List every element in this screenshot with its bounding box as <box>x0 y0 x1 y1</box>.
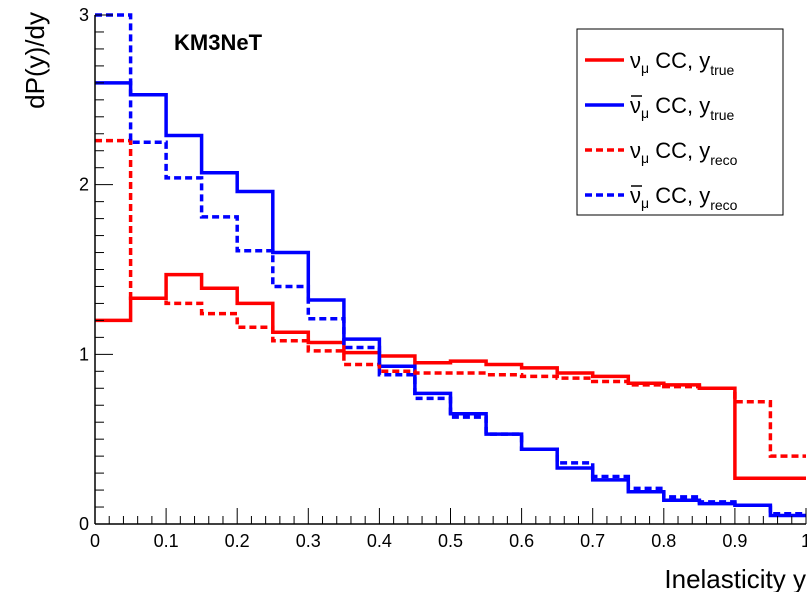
legend-label-0: νμ CC, ytrue <box>630 48 735 78</box>
x-tick-label: 1 <box>801 531 807 551</box>
x-axis-title: Inelasticity y <box>664 564 806 592</box>
series-3-line <box>95 13 806 516</box>
legend-sub-flavor: μ <box>641 105 649 121</box>
experiment-label: KM3NeT <box>174 30 263 55</box>
y-axis-title: dP(y)/dy <box>20 12 50 109</box>
legend-text-mid: CC, y <box>649 183 710 208</box>
legend-text-mid: CC, y <box>649 138 710 163</box>
series-1-line <box>95 81 806 518</box>
y-tick-label: 1 <box>79 344 89 364</box>
series-2-line <box>95 138 806 458</box>
x-tick-label: 0.2 <box>225 531 250 551</box>
legend-text-mid: CC, y <box>649 93 710 118</box>
legend-symbol: ν <box>630 93 641 118</box>
legend-sub-flavor: μ <box>641 150 649 166</box>
legend-symbol: ν <box>630 183 641 208</box>
legend-sub-kind: true <box>710 107 734 123</box>
x-tick-label: 0.6 <box>509 531 534 551</box>
legend-sub-kind: reco <box>710 197 737 213</box>
x-tick-label: 0.3 <box>296 531 321 551</box>
legend-sub-flavor: μ <box>641 60 649 76</box>
x-tick-label: 0.4 <box>367 531 392 551</box>
y-tick-label: 2 <box>79 175 89 195</box>
x-tick-label: 0.1 <box>154 531 179 551</box>
legend-sub-kind: true <box>710 62 734 78</box>
legend-symbol: ν <box>630 138 641 163</box>
y-tick-label: 0 <box>79 514 89 534</box>
axes-layer: 0 0.1 0.2 0.3 0.4 0.5 0.6 0.7 0.8 0.9 1 0 1 2 3 <box>79 5 807 551</box>
legend-symbol: ν <box>630 48 641 73</box>
legend-label-3: νμ CC, yreco <box>630 183 738 213</box>
legend-sub-flavor: μ <box>641 195 649 211</box>
series-0-line <box>95 272 806 480</box>
legend-text-mid: CC, y <box>649 48 710 73</box>
series-layer <box>95 13 806 518</box>
x-tick-label: 0.8 <box>651 531 676 551</box>
x-tick-label: 0.9 <box>722 531 747 551</box>
y-tick-label: 3 <box>79 5 89 25</box>
x-tick-label: 0.5 <box>438 531 463 551</box>
legend-label-2: νμ CC, yreco <box>630 138 738 168</box>
x-tick-label: 0.7 <box>580 531 605 551</box>
legend-label-1: νμ CC, ytrue <box>630 93 735 123</box>
legend-sub-kind: reco <box>710 152 737 168</box>
x-tick-label: 0 <box>90 531 100 551</box>
